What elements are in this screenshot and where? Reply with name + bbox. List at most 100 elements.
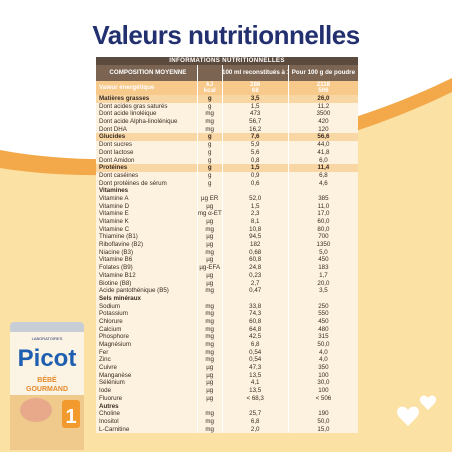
cell-label: Valeur énergétique (99, 83, 155, 91)
cell: 4,1 (221, 379, 288, 388)
cell: mg (196, 417, 222, 426)
table-row: Chlorure mg 60,8 450 (96, 317, 358, 326)
cell-label: Dont acide linoléique (99, 110, 157, 118)
cell-label: Vitamine A (99, 194, 129, 202)
cell: 183 (287, 264, 358, 272)
cell: µg (196, 271, 222, 280)
cell: 33,8 (221, 302, 288, 311)
cell: 20,0 (287, 279, 358, 288)
table-row: Vitamine K µg 8,1 60,0 (96, 218, 358, 226)
cell-label: Fer (99, 348, 109, 356)
table-row: Dont lactose g 5,6 41,8 (96, 148, 358, 157)
cell: 385 (287, 194, 358, 203)
cell-label: Calcium (99, 325, 122, 333)
cell: 74,3 (221, 310, 288, 318)
cell: 50,0 (287, 341, 358, 349)
section-name: Sels minéraux (99, 294, 141, 302)
cell: 0,68 (221, 248, 288, 257)
cell: 80,0 (287, 225, 358, 234)
cell: mg (196, 302, 222, 311)
cell: µg (196, 202, 222, 211)
table-row: Protéines g 1,5 11,4 (96, 164, 358, 172)
cell (287, 402, 358, 411)
cell: 6,8 (221, 417, 288, 426)
table-row: Vitamine C mg 10,8 80,0 (96, 225, 358, 234)
cell-label: Vitamine B12 (99, 271, 136, 279)
cell-label: Riboflavine (B2) (99, 241, 144, 249)
cell: 480 (287, 325, 358, 334)
cell: mg (196, 317, 222, 326)
cell: 2,7 (221, 279, 288, 288)
cell: 6,8 (221, 341, 288, 349)
cell: 5,6 (221, 148, 288, 157)
cell: mg (196, 125, 222, 134)
table-row: Vitamine E mg α-ET 2,3 17,0 (96, 210, 358, 218)
cell: g (196, 148, 222, 157)
table-row: Vitamine D µg 1,5 11,0 (96, 202, 358, 211)
cell: 25,7 (221, 410, 288, 418)
table-row: Dont acide linoléique mg 473 3500 (96, 110, 358, 119)
cell-label: Vitamine E (99, 210, 129, 218)
cell: 0,6 (221, 179, 288, 188)
table-row: Vitamine A µg ER 52,0 385 (96, 194, 358, 203)
cell-label: Dont acide Alpha-linolénique (99, 118, 178, 126)
cell: 4,6 (287, 179, 358, 188)
cell: 2,0 (221, 425, 288, 434)
cell: mg (196, 225, 222, 234)
cell: mg (196, 333, 222, 341)
cell-line: 506 (318, 87, 329, 94)
cell: 0,47 (221, 287, 288, 295)
cell-label: Matières grasses (99, 95, 150, 102)
section-name: Autres (99, 402, 119, 410)
nutrition-table: INFORMATIONS NUTRITIONNELLES COMPOSITION … (96, 57, 358, 434)
table-row: Fer mg 0,54 4,0 (96, 348, 358, 357)
cell: 15,0 (287, 425, 358, 434)
section-row: Autres (96, 402, 358, 411)
cell: 0,23 (221, 271, 288, 280)
table-row: Iode µg 13,5 100 (96, 387, 358, 395)
cell-label: Phosphore (99, 333, 129, 341)
table-row: Choline mg 25,7 190 (96, 410, 358, 418)
cell: 47,3 (221, 364, 288, 372)
cell-line: kcal (203, 87, 216, 94)
table-row: Manganèse µg 13,5 100 (96, 371, 358, 380)
table-row: Magnésium mg 6,8 50,0 (96, 341, 358, 349)
table-row: Sélénium µg 4,1 30,0 (96, 379, 358, 388)
cell-line: 2118 (316, 81, 331, 88)
energy-row: Valeur énergétique kJ kcal 286 68 2118 506 (96, 81, 358, 95)
header-row: COMPOSITION MOYENNE Pour 100 ml reconstit… (96, 65, 358, 81)
cell (196, 402, 222, 411)
table-row: Glucides g 7,6 56,6 (96, 133, 358, 142)
cell: 4,0 (287, 356, 358, 365)
cell: 100 (287, 371, 358, 380)
cell: 6,0 (287, 156, 358, 165)
cell: 60,8 (221, 256, 288, 265)
can-age: 1 (65, 406, 76, 428)
cell: 420 (287, 118, 358, 126)
cell: mg (196, 410, 222, 418)
cell: 5,0 (287, 248, 358, 257)
title: Valeurs nutritionnelles (92, 20, 360, 50)
cell: 1,5 (221, 164, 288, 172)
cell: 42,5 (221, 333, 288, 341)
cell-label: Biotine (B8) (99, 279, 132, 287)
cell: 4,0 (287, 348, 358, 357)
cell: 182 (221, 241, 288, 249)
cell: 1350 (287, 241, 358, 249)
cell: µg (196, 256, 222, 265)
cell: mg (196, 110, 222, 119)
table-row: Dont acides gras saturés g 1,5 11,2 (96, 102, 358, 111)
column-header (196, 65, 222, 81)
cell: 190 (287, 410, 358, 418)
cell-label: Vitamine K (99, 218, 129, 225)
cell: mg (196, 325, 222, 334)
cell-label: Dont caséines (99, 171, 139, 179)
cell: 11,4 (287, 164, 358, 172)
cell: µg (196, 241, 222, 249)
cell: g (196, 179, 222, 188)
table-caption: INFORMATIONS NUTRITIONNELLES (96, 57, 358, 65)
cell-label: Folates (B9) (99, 264, 133, 272)
cell-label: Vitamine D (99, 202, 130, 210)
cell (196, 187, 222, 195)
